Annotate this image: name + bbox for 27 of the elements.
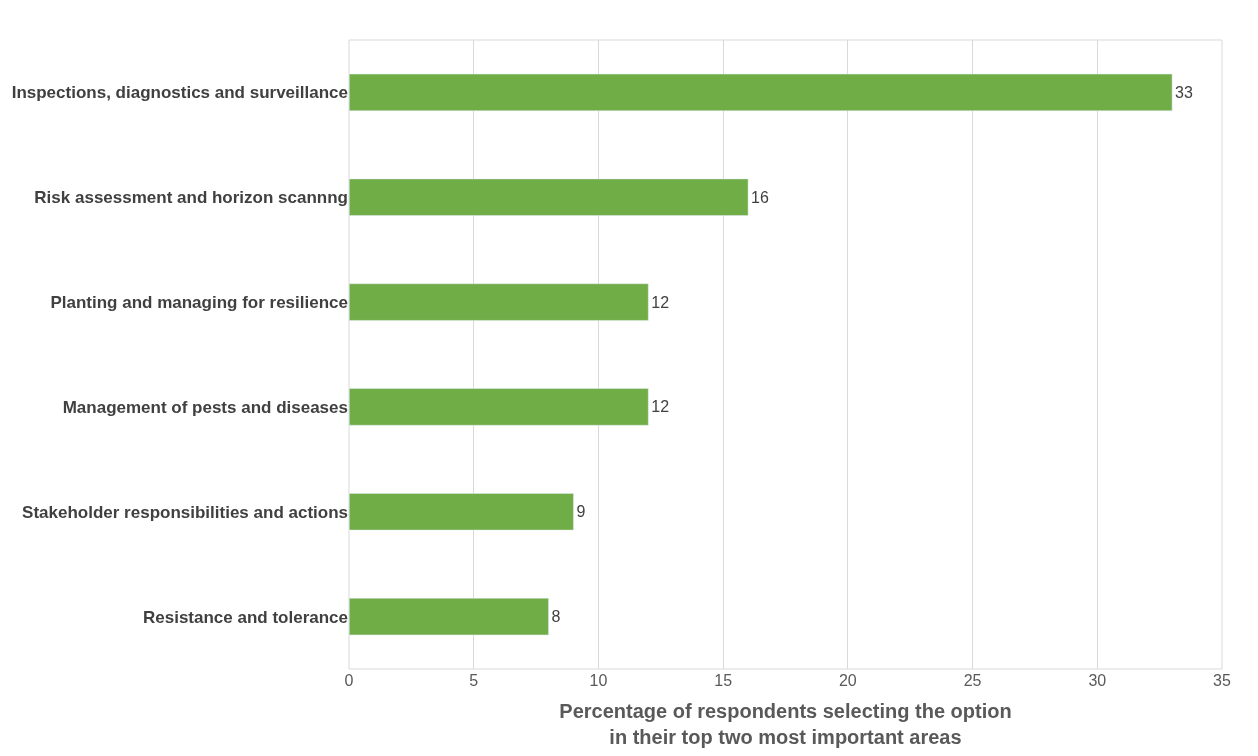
data-label: 12 (651, 293, 670, 311)
y-tick-label: Stakeholder responsibilities and actions (22, 502, 348, 522)
x-tick-label: 25 (963, 672, 982, 689)
data-label: 16 (751, 188, 769, 206)
x-tick-label: 15 (714, 672, 733, 689)
y-tick-label: Risk assessment and horizon scannng (34, 188, 348, 208)
y-tick-label: Planting and managing for resilience (50, 293, 348, 313)
data-label: 12 (651, 398, 670, 416)
bar (349, 73, 1173, 112)
data-label: 33 (1175, 83, 1194, 101)
bar (349, 388, 649, 426)
data-label: 9 (576, 503, 586, 521)
bar (349, 597, 549, 636)
bar (349, 283, 649, 321)
x-tick-label: 30 (1088, 672, 1107, 689)
y-tick-label: Management of pests and diseases (62, 397, 348, 417)
y-tick-label: Resistance and tolerance (142, 607, 348, 627)
x-tick-label: 20 (838, 672, 857, 689)
bar (349, 493, 574, 531)
x-axis-title: Percentage of respondents selecting the option in their top two most important areas (559, 699, 1012, 748)
data-label: 8 (551, 608, 561, 626)
x-tick-label: 5 (469, 672, 479, 689)
x-tick-label: 10 (589, 672, 608, 689)
y-tick-label: Inspections, diagnostics and surveillance (11, 83, 348, 103)
x-tick-label: 35 (1213, 672, 1231, 689)
x-tick-label: 0 (344, 672, 354, 689)
bar (349, 178, 749, 216)
